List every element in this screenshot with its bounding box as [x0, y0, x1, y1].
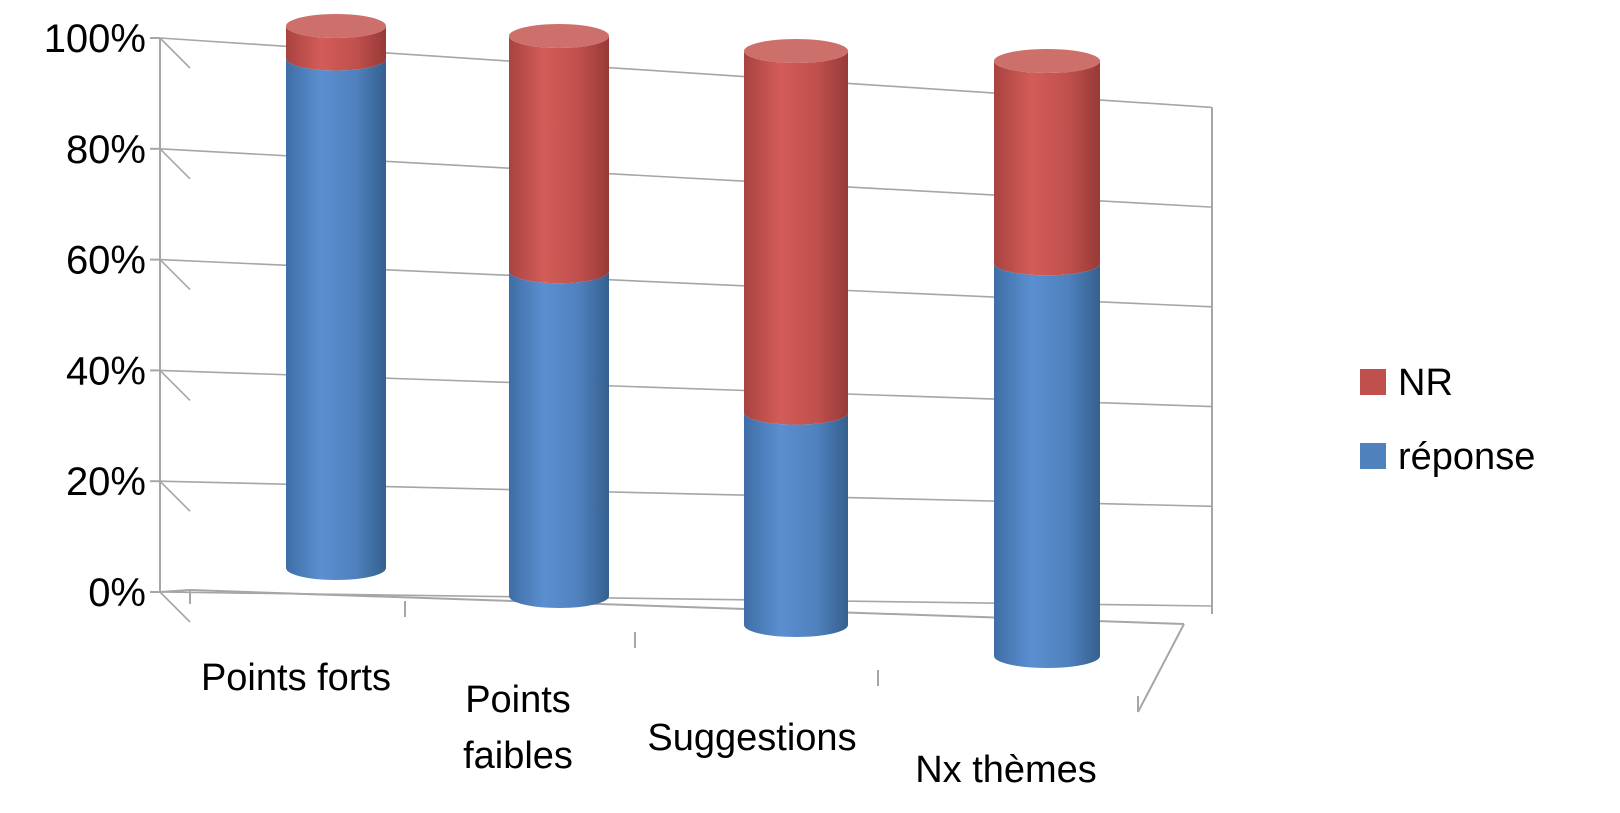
bar-group [286, 14, 386, 580]
bar-segment-reponse [744, 412, 848, 637]
bar-segment-reponse [286, 58, 386, 580]
y-tick-label: 60% [66, 239, 146, 283]
x-category-label-line: Points [465, 679, 571, 721]
x-category-label-line: faibles [463, 735, 573, 777]
floor-right-edge [1137, 623, 1185, 713]
x-category-label-line: Suggestions [647, 717, 856, 759]
x-axis-labels: Points forts Points faibles Suggestions Nx t… [201, 657, 1097, 791]
side-gridline [159, 591, 191, 623]
legend-swatch [1360, 443, 1386, 469]
y-tick-label: 40% [66, 349, 146, 393]
y-axis-ticks: 0% 20% 40% 60% 80% 100% [44, 17, 146, 615]
bar-top-cap [509, 24, 609, 48]
bar-top-cap [744, 39, 848, 63]
side-gridline [159, 37, 191, 69]
bar-segment-reponse [509, 271, 609, 608]
bar-segment-nr [744, 51, 848, 425]
legend-label: NR [1398, 362, 1453, 404]
x-category-label-line: Points forts [201, 657, 391, 699]
bar-top-cap [286, 14, 386, 38]
y-tick-label: 100% [44, 17, 146, 61]
bar-segment-nr [994, 61, 1100, 276]
side-gridline [159, 259, 191, 291]
side-gridline [159, 148, 191, 180]
x-category-label: Suggestions [647, 717, 856, 759]
bar-group [744, 39, 848, 637]
y-tick-label: 80% [66, 128, 146, 172]
y-tick-label: 20% [66, 460, 146, 504]
x-category-label: Nx thèmes [915, 749, 1097, 791]
bar-top-cap [994, 49, 1100, 73]
legend: NR réponse [1360, 362, 1535, 478]
bar-group [509, 24, 609, 608]
bar-segment-nr [286, 26, 386, 71]
x-category-label: Points forts [201, 657, 391, 699]
bars [286, 14, 1100, 668]
y-tick-label: 0% [88, 571, 146, 615]
bar-segment-reponse [994, 263, 1100, 668]
legend-label: réponse [1398, 436, 1535, 478]
x-category-label-line: Nx thèmes [915, 749, 1097, 791]
floor-left-edge [159, 589, 191, 593]
bar-segment-nr [509, 36, 609, 284]
side-gridline [159, 480, 191, 512]
bar-group [994, 49, 1100, 668]
legend-swatch [1360, 369, 1386, 395]
side-gridline [159, 369, 191, 401]
x-category-label: Points faibles [463, 679, 573, 777]
